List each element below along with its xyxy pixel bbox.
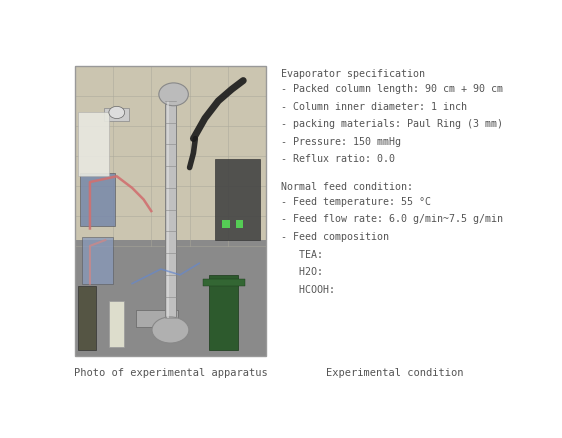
Ellipse shape — [109, 106, 125, 119]
Bar — [136, 310, 178, 327]
Bar — [167, 101, 169, 318]
Bar — [215, 159, 261, 240]
Bar — [79, 113, 109, 176]
Text: TEA:: TEA: — [282, 250, 324, 260]
Text: - Column inner diameter: 1 inch: - Column inner diameter: 1 inch — [282, 102, 468, 112]
Text: - Feed composition: - Feed composition — [282, 232, 389, 242]
Bar — [104, 108, 129, 120]
Bar — [75, 66, 266, 246]
Bar — [235, 220, 243, 229]
Text: - Pressure: 150 mmHg: - Pressure: 150 mmHg — [282, 137, 401, 147]
Bar — [80, 173, 115, 226]
Bar — [203, 279, 245, 286]
Bar — [75, 240, 266, 356]
Text: - Feed temperature: 55 °C: - Feed temperature: 55 °C — [282, 197, 432, 207]
Text: H2O:: H2O: — [282, 267, 324, 277]
Bar — [75, 66, 266, 356]
Text: HCOOH:: HCOOH: — [282, 285, 336, 295]
Text: Evaporator specification: Evaporator specification — [282, 70, 425, 79]
Text: - Reflux ratio: 0.0: - Reflux ratio: 0.0 — [282, 155, 396, 164]
Bar — [209, 275, 238, 350]
Text: Normal feed condition:: Normal feed condition: — [282, 182, 414, 192]
Text: Experimental condition: Experimental condition — [326, 368, 464, 378]
Bar — [222, 220, 230, 229]
Ellipse shape — [159, 83, 188, 106]
Text: - packing materials: Paul Ring (3 mm): - packing materials: Paul Ring (3 mm) — [282, 119, 504, 129]
Bar — [82, 237, 113, 283]
Ellipse shape — [152, 317, 189, 343]
Text: Photo of experimental apparatus: Photo of experimental apparatus — [74, 368, 268, 378]
Bar — [109, 301, 124, 347]
Text: - Packed column length: 90 cm + 90 cm: - Packed column length: 90 cm + 90 cm — [282, 84, 504, 94]
Bar — [75, 66, 266, 356]
Bar — [79, 286, 96, 350]
Text: - Feed flow rate: 6.0 g/min~7.5 g/min: - Feed flow rate: 6.0 g/min~7.5 g/min — [282, 215, 504, 224]
Bar — [165, 101, 176, 318]
